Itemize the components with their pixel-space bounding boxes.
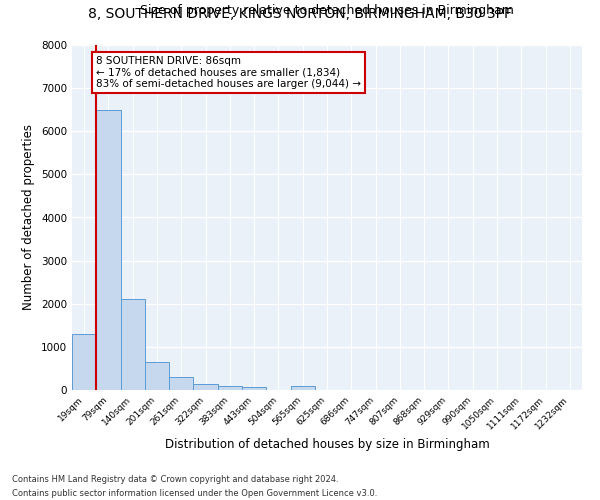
Y-axis label: Number of detached properties: Number of detached properties (22, 124, 35, 310)
Bar (96, 110, 121, 390)
Title: Size of property relative to detached houses in Birmingham: Size of property relative to detached ho… (140, 4, 514, 18)
Bar (72, 334, 96, 390)
Bar (193, 384, 218, 390)
Text: 8, SOUTHERN DRIVE, KINGS NORTON, BIRMINGHAM, B30 3PF: 8, SOUTHERN DRIVE, KINGS NORTON, BIRMING… (88, 8, 512, 22)
Bar (121, 300, 145, 390)
Bar (242, 386, 266, 390)
X-axis label: Distribution of detached houses by size in Birmingham: Distribution of detached houses by size … (164, 438, 490, 451)
Bar (145, 362, 169, 390)
Text: 8 SOUTHERN DRIVE: 86sqm
← 17% of detached houses are smaller (1,834)
83% of semi: 8 SOUTHERN DRIVE: 86sqm ← 17% of detache… (96, 56, 361, 89)
Bar (218, 386, 242, 390)
Bar (169, 377, 193, 390)
Text: Contains HM Land Registry data © Crown copyright and database right 2024.
Contai: Contains HM Land Registry data © Crown c… (12, 476, 377, 498)
Bar (290, 386, 315, 390)
